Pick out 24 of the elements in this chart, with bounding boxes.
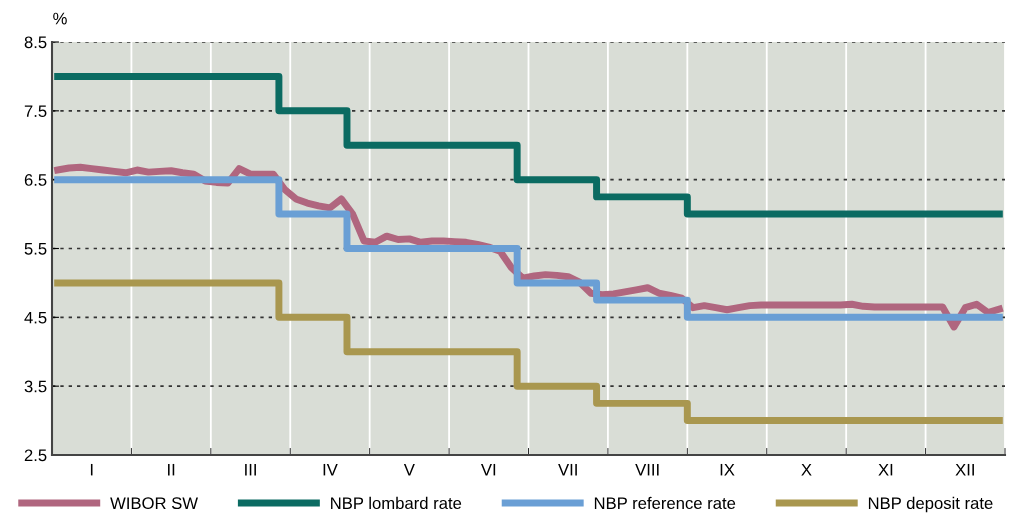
y-tick-label: 8.5 [24,36,47,49]
x-tick-label: XI [878,463,893,476]
legend-label: NBP reference rate [594,496,736,510]
x-tick-label: VII [558,463,577,476]
x-tick-label: II [168,463,175,476]
y-tick-label: 4.5 [24,311,47,324]
x-tick-label: IV [323,463,338,476]
y-tick-label: 2.5 [24,449,47,462]
legend-label: WIBOR SW [110,497,198,510]
y-tick-label: 3.5 [24,380,47,393]
legend-label: NBP deposit rate [868,496,993,513]
x-tick-label: III [245,463,256,476]
x-tick-label: V [403,463,415,476]
y-axis-title: % [53,12,67,25]
x-tick-label: I [90,463,93,476]
x-tick-label: IX [720,463,735,476]
x-tick-label: XII [955,463,974,476]
legend-label: NBP lombard rate [331,496,462,510]
x-tick-label: X [801,463,812,476]
x-tick-label: VIII [635,463,659,476]
y-tick-label: 7.5 [24,105,47,118]
y-tick-label: 6.5 [24,174,47,186]
y-tick-label: 5.5 [24,243,47,255]
x-tick-label: VI [480,463,496,476]
